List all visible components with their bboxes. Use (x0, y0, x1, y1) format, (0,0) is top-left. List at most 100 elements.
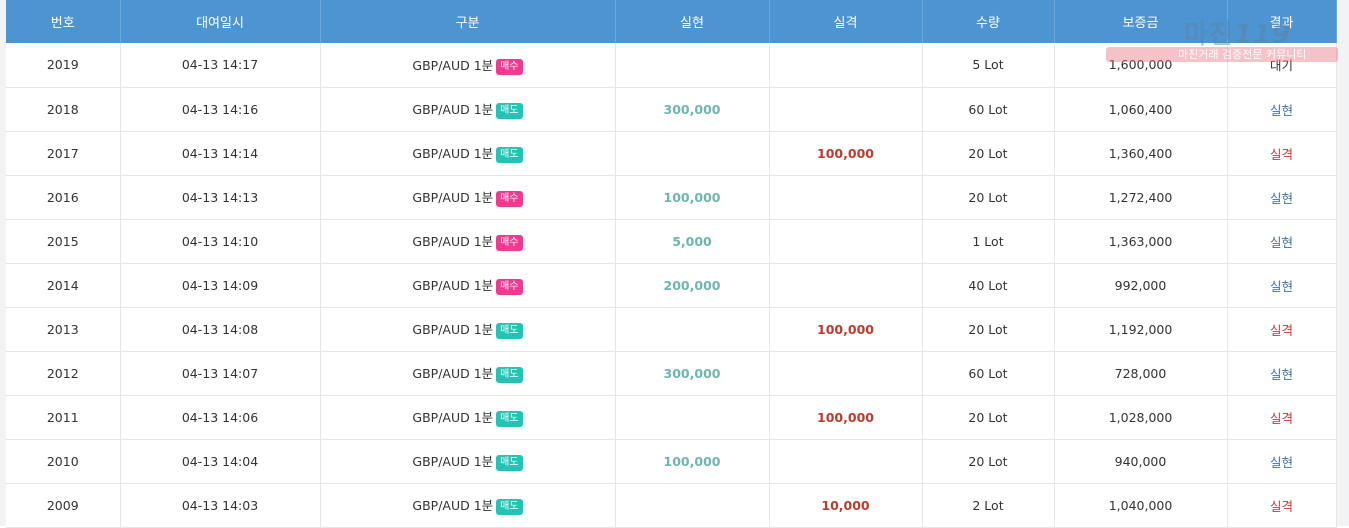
cell-win (615, 395, 770, 440)
cell-win (615, 43, 770, 88)
table-body: 2019 04-13 14:17 GBP/AUD 1분 매수 5 Lot 1,600,00… (6, 43, 1337, 528)
sell-badge: 매도 (496, 410, 523, 427)
cell-time: 04-13 14:09 (120, 263, 321, 308)
table-row[interactable]: 2013 04-13 14:08 GBP/AUD 1분 매도 100,000 20 Lot… (6, 307, 1337, 352)
cell-time: 04-13 14:16 (120, 87, 321, 132)
cell-result: 실현 (1227, 439, 1337, 484)
cell-deposit: 1,272,400 (1054, 175, 1228, 220)
cell-loss: 100,000 (769, 395, 923, 440)
cell-qty: 60 Lot (922, 87, 1055, 132)
cell-win (615, 131, 770, 176)
col-header-qty: 수량 (922, 0, 1055, 43)
cell-no: 2013 (6, 307, 121, 352)
cell-no: 2014 (6, 263, 121, 308)
cell-time: 04-13 14:08 (120, 307, 321, 352)
cell-pair: GBP/AUD 1분 (412, 146, 494, 162)
cell-no: 2012 (6, 351, 121, 396)
cell-loss: 100,000 (769, 131, 923, 176)
cell-deposit: 940,000 (1054, 439, 1228, 484)
table-row[interactable]: 2017 04-13 14:14 GBP/AUD 1분 매도 100,000 20 Lot… (6, 131, 1337, 176)
cell-no: 2017 (6, 131, 121, 176)
watermark-caption-bar: 마진거래 검증전문 커뮤니티 (1106, 47, 1338, 62)
cell-result: 실현 (1227, 219, 1337, 264)
cell-result: 실현 (1227, 87, 1337, 132)
cell-no: 2010 (6, 439, 121, 484)
cell-loss (769, 43, 923, 88)
cell-result: 실격 (1227, 483, 1337, 528)
buy-badge: 매수 (496, 190, 523, 207)
cell-win: 100,000 (615, 175, 770, 220)
sell-badge: 매도 (496, 454, 523, 471)
cell-time: 04-13 14:13 (120, 175, 321, 220)
table-row[interactable]: 2016 04-13 14:13 GBP/AUD 1분 매수 100,000 20 Lot… (6, 175, 1337, 220)
sell-badge: 매도 (496, 366, 523, 383)
cell-loss: 10,000 (769, 483, 923, 528)
table-row[interactable]: 2018 04-13 14:16 GBP/AUD 1분 매도 300,000 60 Lot… (6, 87, 1337, 132)
cell-win (615, 483, 770, 528)
cell-type: GBP/AUD 1분 매도 (320, 483, 616, 528)
cell-loss (769, 219, 923, 264)
cell-pair: GBP/AUD 1분 (412, 454, 494, 470)
cell-no: 2011 (6, 395, 121, 440)
cell-qty: 20 Lot (922, 131, 1055, 176)
table-row[interactable]: 2014 04-13 14:09 GBP/AUD 1분 매수 200,000 40 Lot… (6, 263, 1337, 308)
watermark-caption: 마진거래 검증전문 커뮤니티 (1178, 48, 1307, 61)
cell-qty: 60 Lot (922, 351, 1055, 396)
trade-history-table: 번호 대여일시 구분 실현 실격 수량 보증금 결과 2019 04-13 14:… (6, 0, 1337, 528)
cell-pair: GBP/AUD 1분 (412, 410, 494, 426)
cell-loss (769, 175, 923, 220)
cell-type: GBP/AUD 1분 매도 (320, 131, 616, 176)
cell-type: GBP/AUD 1분 매도 (320, 395, 616, 440)
cell-no: 2015 (6, 219, 121, 264)
cell-pair: GBP/AUD 1분 (412, 278, 494, 294)
sell-badge: 매도 (496, 322, 523, 339)
cell-pair: GBP/AUD 1분 (412, 190, 494, 206)
cell-qty: 2 Lot (922, 483, 1055, 528)
cell-win: 200,000 (615, 263, 770, 308)
cell-pair: GBP/AUD 1분 (412, 366, 494, 382)
cell-win: 5,000 (615, 219, 770, 264)
table-row[interactable]: 2015 04-13 14:10 GBP/AUD 1분 매수 5,000 1 Lot 1,3… (6, 219, 1337, 264)
table-row[interactable]: 2009 04-13 14:03 GBP/AUD 1분 매도 10,000 2 Lot 1,… (6, 483, 1337, 528)
cell-type: GBP/AUD 1분 매수 (320, 175, 616, 220)
cell-loss (769, 439, 923, 484)
table-row[interactable]: 2012 04-13 14:07 GBP/AUD 1분 매도 300,000 60 Lot… (6, 351, 1337, 396)
table-row[interactable]: 2019 04-13 14:17 GBP/AUD 1분 매수 5 Lot 1,600,00… (6, 43, 1337, 88)
col-header-no: 번호 (6, 0, 121, 43)
cell-type: GBP/AUD 1분 매수 (320, 219, 616, 264)
cell-time: 04-13 14:10 (120, 219, 321, 264)
cell-deposit: 1,363,000 (1054, 219, 1228, 264)
cell-result: 실격 (1227, 131, 1337, 176)
col-header-win: 실현 (615, 0, 770, 43)
cell-result: 대기 (1227, 43, 1337, 88)
cell-no: 2016 (6, 175, 121, 220)
cell-deposit: 1,600,000 (1054, 43, 1228, 88)
cell-qty: 40 Lot (922, 263, 1055, 308)
cell-no: 2018 (6, 87, 121, 132)
cell-pair: GBP/AUD 1분 (412, 58, 494, 73)
cell-time: 04-13 14:04 (120, 439, 321, 484)
watermark-logo-suffix: 119 (1233, 20, 1292, 50)
cell-result: 실현 (1227, 263, 1337, 308)
col-header-time: 대여일시 (120, 0, 321, 43)
cell-time: 04-13 14:07 (120, 351, 321, 396)
cell-time: 04-13 14:14 (120, 131, 321, 176)
col-header-deposit: 보증금 (1054, 0, 1228, 43)
table-row[interactable]: 2010 04-13 14:04 GBP/AUD 1분 매도 100,000 20 Lot… (6, 439, 1337, 484)
col-header-type: 구분 (320, 0, 616, 43)
sell-badge: 매도 (496, 146, 523, 163)
cell-loss (769, 87, 923, 132)
cell-loss (769, 263, 923, 308)
col-header-loss: 실격 (769, 0, 923, 43)
cell-qty: 20 Lot (922, 175, 1055, 220)
table-header: 번호 대여일시 구분 실현 실격 수량 보증금 결과 (6, 0, 1337, 43)
cell-deposit: 1,040,000 (1054, 483, 1228, 528)
table-row[interactable]: 2011 04-13 14:06 GBP/AUD 1분 매도 100,000 20 Lot… (6, 395, 1337, 440)
cell-pair: GBP/AUD 1분 (412, 102, 494, 118)
cell-qty: 20 Lot (922, 395, 1055, 440)
cell-type: GBP/AUD 1분 매도 (320, 87, 616, 132)
sell-badge: 매도 (496, 102, 523, 119)
cell-result: 실격 (1227, 395, 1337, 440)
cell-pair: GBP/AUD 1분 (412, 234, 494, 250)
